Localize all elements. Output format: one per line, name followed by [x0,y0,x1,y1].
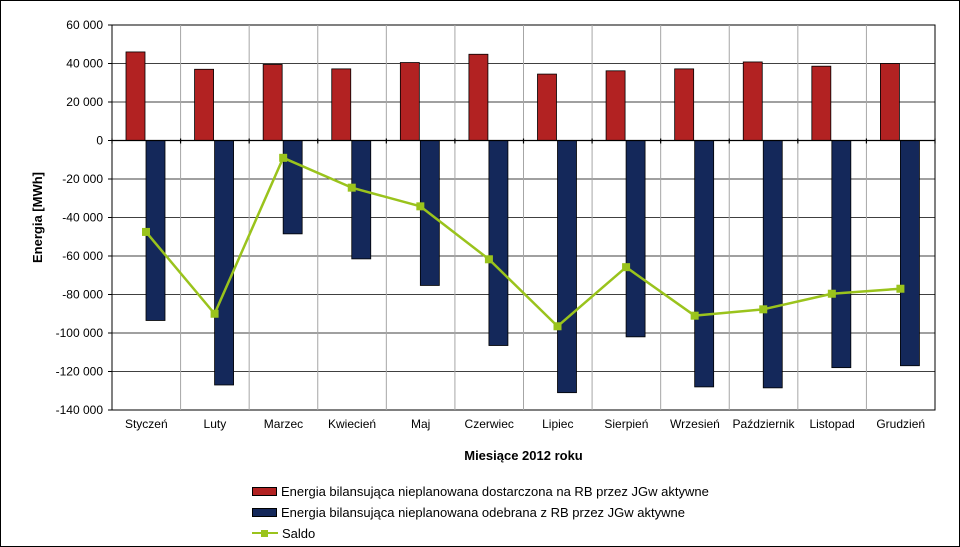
y-tick-label: -80 000 [62,288,103,302]
legend-label-saldo: Saldo [282,526,316,541]
x-tick-label: Czerwiec [465,417,514,431]
saldo-point [279,153,288,162]
x-tick-label: Grudzień [876,417,925,431]
x-tick-label: Lipiec [542,417,573,431]
saldo-point [690,311,699,320]
saldo-line [145,156,901,328]
bar-delivered [468,53,489,141]
bar-received [214,140,234,386]
bar-received [488,140,509,346]
saldo-point [210,309,219,318]
legend-item-saldo: Saldo [252,523,812,544]
bar-received [762,140,783,389]
saldo-point [347,183,356,192]
x-tick-label: Marzec [264,417,303,431]
legend: Energia bilansująca nieplanowana dostarc… [252,481,812,544]
bar-received [694,140,715,388]
bar-delivered [262,64,283,141]
x-tick-label: Wrzesień [670,417,720,431]
saldo-point [622,263,631,272]
y-tick-label: 60 000 [66,18,103,32]
legend-item-delivered: Energia bilansująca nieplanowana dostarc… [252,481,812,502]
bar-delivered [125,51,146,141]
bar-delivered [674,68,695,141]
bar-received [557,140,577,394]
saldo-point [827,289,836,298]
x-tick-label: Luty [204,417,227,431]
x-tick-label: Maj [411,417,430,431]
bar-delivered [537,73,557,141]
legend-label-received: Energia bilansująca nieplanowana odebran… [281,505,685,520]
bar-delivered [880,63,900,141]
y-tick-label: -100 000 [56,326,104,340]
legend-label-delivered: Energia bilansująca nieplanowana dostarc… [281,484,709,499]
bar-delivered [399,62,420,141]
bar-delivered [605,70,626,141]
bar-delivered [811,65,832,141]
saldo-point [553,322,562,331]
bar-received [900,140,920,367]
saldo-point [416,202,425,211]
bar-delivered [194,68,214,141]
bar-received [351,140,372,260]
x-tick-label: Kwiecień [328,417,376,431]
y-tick-label: -40 000 [62,211,103,225]
y-tick-label: -60 000 [62,249,103,263]
legend-swatch-received [252,508,277,517]
saldo-point [484,255,493,264]
x-axis-title: Miesiące 2012 roku [464,448,583,463]
bar-delivered [742,61,763,141]
bar-delivered [331,68,352,141]
legend-swatch-saldo [252,529,278,538]
saldo-point [142,227,150,236]
y-tick-label: -140 000 [56,403,104,417]
saldo-point [896,284,905,293]
bar-received [831,140,852,369]
saldo-point [759,305,768,314]
legend-swatch-delivered [252,487,277,496]
x-tick-label: Sierpień [604,417,648,431]
y-tick-label: -120 000 [56,365,104,379]
x-tick-label: Listopad [809,417,854,431]
y-tick-label: 40 000 [66,57,103,71]
y-tick-label: 0 [96,134,103,148]
y-axis-title: Energia [MWh] [30,172,45,263]
y-tick-label: -20 000 [62,172,103,186]
x-tick-label: Styczeń [125,417,168,431]
y-tick-label: 20 000 [66,95,103,109]
legend-item-received: Energia bilansująca nieplanowana odebran… [252,502,812,523]
bar-received [625,140,646,338]
x-tick-label: Październik [733,417,796,431]
